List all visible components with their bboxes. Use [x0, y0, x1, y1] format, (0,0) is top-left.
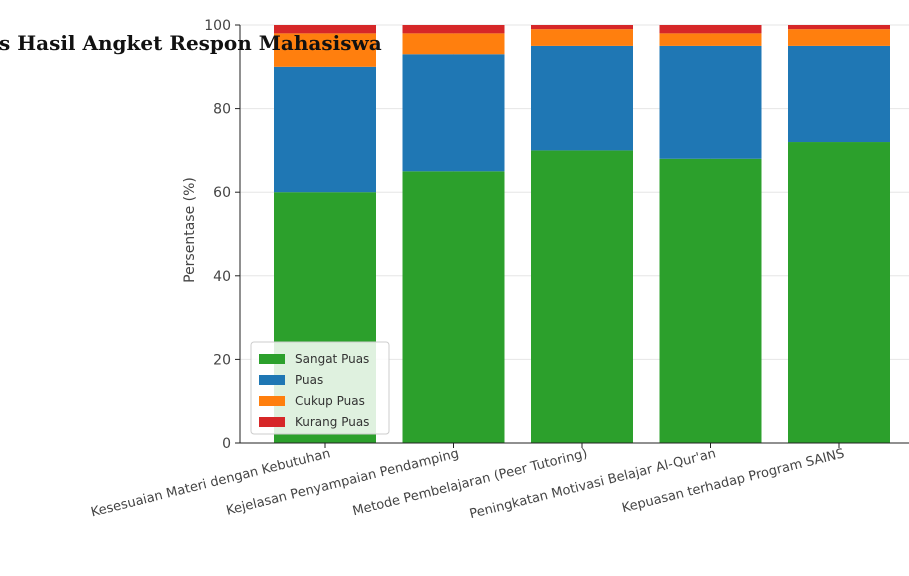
x-tick-label: Peningkatan Motivasi Belajar Al-Qur'an	[468, 446, 717, 522]
y-tick-label: 20	[213, 352, 231, 368]
y-tick-label: 100	[204, 18, 231, 34]
chart-title: s Hasil Angket Respon Mahasiswa	[0, 31, 382, 55]
bar-segment-cukup-puas	[531, 29, 633, 46]
legend: Sangat Puas Puas Cukup Puas Kurang Puas	[250, 341, 390, 435]
bar-segment-puas	[274, 66, 376, 193]
y-tick-label: 40	[213, 269, 231, 285]
bar-segment-sangat-puas	[659, 158, 762, 443]
y-tick-label: 0	[222, 436, 231, 452]
x-tick-label: Kesesuaian Materi dengan Kebutuhan	[89, 446, 331, 520]
y-tick-label: 80	[213, 102, 231, 118]
legend-entry-label: Kurang Puas	[295, 415, 369, 429]
bar-segment-puas	[531, 45, 633, 151]
legend-swatch	[259, 354, 285, 364]
bar-segment-cukup-puas	[788, 29, 890, 46]
x-tick-label: Kepuasan terhadap Program SAINS	[620, 446, 845, 516]
bar-segment-cukup-puas	[402, 33, 505, 55]
bar-segment-sangat-puas	[788, 142, 890, 444]
bar-segment-kurang-puas	[402, 25, 505, 34]
legend-entry-label: Sangat Puas	[295, 352, 369, 366]
legend-swatch	[259, 396, 285, 406]
y-tick-label: 60	[213, 185, 231, 201]
legend-swatch	[259, 417, 285, 427]
x-tick-label: Kejelasan Penyampaian Pendamping	[225, 446, 461, 518]
bar-segment-puas	[402, 54, 505, 172]
bar-segment-kurang-puas	[274, 25, 376, 34]
y-axis-label: Persentase (%)	[182, 177, 198, 283]
bar-segment-kurang-puas	[788, 25, 890, 30]
legend-swatch	[259, 375, 285, 385]
bar-segment-puas	[788, 45, 890, 143]
bar-segment-kurang-puas	[531, 25, 633, 30]
legend-box	[250, 341, 390, 435]
bar-segment-sangat-puas	[531, 150, 633, 443]
legend-entry-label: Cukup Puas	[295, 394, 365, 408]
bar-segment-kurang-puas	[659, 25, 762, 34]
bar-segment-puas	[659, 45, 762, 159]
legend-entry-label: Puas	[295, 373, 323, 387]
bar-segment-cukup-puas	[659, 33, 762, 46]
bar-segment-sangat-puas	[402, 171, 505, 444]
bar-segment-cukup-puas	[274, 33, 376, 67]
